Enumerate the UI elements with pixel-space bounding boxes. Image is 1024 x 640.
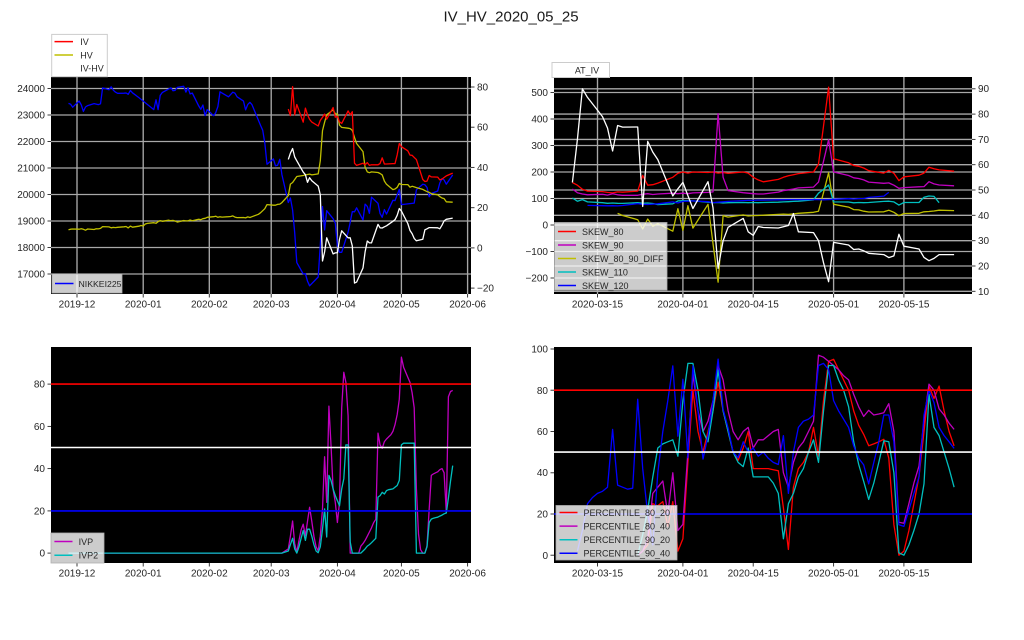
svg-text:−200: −200 bbox=[525, 274, 548, 285]
svg-text:SKEW_90: SKEW_90 bbox=[582, 240, 624, 250]
svg-text:70: 70 bbox=[978, 135, 990, 146]
svg-text:2019-12: 2019-12 bbox=[59, 569, 96, 580]
svg-text:40: 40 bbox=[978, 211, 990, 222]
svg-text:2020-02: 2020-02 bbox=[191, 300, 228, 311]
svg-text:500: 500 bbox=[531, 88, 548, 99]
svg-text:2020-04-01: 2020-04-01 bbox=[657, 569, 709, 580]
svg-text:PERCENTILE_80_40: PERCENTILE_80_40 bbox=[584, 522, 671, 532]
svg-text:60: 60 bbox=[537, 427, 549, 438]
svg-text:2020-06: 2020-06 bbox=[449, 569, 486, 580]
svg-text:80: 80 bbox=[34, 380, 46, 391]
svg-text:80: 80 bbox=[537, 386, 549, 397]
svg-text:21000: 21000 bbox=[17, 164, 45, 175]
svg-text:60: 60 bbox=[477, 123, 489, 134]
svg-text:90: 90 bbox=[978, 84, 990, 95]
svg-text:2020-02: 2020-02 bbox=[191, 569, 228, 580]
svg-text:300: 300 bbox=[531, 141, 548, 152]
svg-text:2020-04-15: 2020-04-15 bbox=[728, 569, 780, 580]
svg-text:IV_HV_2020_05_25: IV_HV_2020_05_25 bbox=[443, 9, 578, 26]
svg-text:20: 20 bbox=[537, 510, 549, 521]
svg-text:30: 30 bbox=[978, 236, 990, 247]
svg-text:2020-05: 2020-05 bbox=[383, 300, 420, 311]
svg-text:2020-05-01: 2020-05-01 bbox=[808, 569, 860, 580]
svg-text:NIKKEI225: NIKKEI225 bbox=[79, 279, 122, 289]
svg-text:100: 100 bbox=[531, 194, 548, 205]
svg-text:2020-03: 2020-03 bbox=[253, 569, 290, 580]
svg-text:SKEW_80_90_DIFF: SKEW_80_90_DIFF bbox=[582, 254, 664, 264]
svg-text:60: 60 bbox=[34, 422, 46, 433]
svg-text:2020-04: 2020-04 bbox=[319, 300, 356, 311]
svg-text:2020-06: 2020-06 bbox=[449, 300, 486, 311]
svg-text:2019-12: 2019-12 bbox=[59, 300, 96, 311]
svg-text:50: 50 bbox=[978, 186, 990, 197]
svg-text:0: 0 bbox=[542, 221, 548, 232]
svg-text:40: 40 bbox=[34, 464, 46, 475]
svg-text:23000: 23000 bbox=[17, 111, 45, 122]
svg-text:IV-HV: IV-HV bbox=[80, 64, 104, 74]
svg-text:400: 400 bbox=[531, 115, 548, 126]
svg-text:2020-01: 2020-01 bbox=[125, 569, 162, 580]
svg-text:18000: 18000 bbox=[17, 243, 45, 254]
svg-text:SKEW_80: SKEW_80 bbox=[582, 227, 624, 237]
svg-text:IVP2: IVP2 bbox=[79, 551, 99, 561]
svg-text:10: 10 bbox=[978, 287, 990, 298]
svg-text:2020-03-15: 2020-03-15 bbox=[572, 569, 624, 580]
svg-text:20: 20 bbox=[978, 262, 990, 273]
svg-text:19000: 19000 bbox=[17, 217, 45, 228]
svg-text:20: 20 bbox=[477, 203, 489, 214]
svg-text:2020-01: 2020-01 bbox=[125, 300, 162, 311]
svg-text:0: 0 bbox=[477, 243, 483, 254]
svg-text:2020-05-01: 2020-05-01 bbox=[808, 300, 860, 311]
svg-text:IVP: IVP bbox=[79, 537, 94, 547]
svg-text:22000: 22000 bbox=[17, 137, 45, 148]
svg-text:−20: −20 bbox=[477, 284, 494, 295]
svg-text:17000: 17000 bbox=[17, 270, 45, 281]
svg-text:24000: 24000 bbox=[17, 84, 45, 95]
svg-text:60: 60 bbox=[978, 160, 990, 171]
svg-text:0: 0 bbox=[39, 549, 45, 560]
svg-text:−100: −100 bbox=[525, 247, 548, 258]
svg-text:0: 0 bbox=[542, 551, 548, 562]
svg-text:SKEW_120: SKEW_120 bbox=[582, 281, 629, 291]
svg-text:2020-05-15: 2020-05-15 bbox=[878, 300, 930, 311]
svg-text:2020-03-15: 2020-03-15 bbox=[572, 300, 624, 311]
svg-text:AT_IV: AT_IV bbox=[575, 66, 599, 76]
svg-text:80: 80 bbox=[477, 83, 489, 94]
svg-text:PERCENTILE_80_20: PERCENTILE_80_20 bbox=[584, 508, 671, 518]
svg-text:200: 200 bbox=[531, 168, 548, 179]
svg-text:HV: HV bbox=[80, 50, 93, 60]
svg-text:40: 40 bbox=[477, 163, 489, 174]
svg-text:PERCENTILE_90_20: PERCENTILE_90_20 bbox=[584, 535, 671, 545]
svg-text:2020-04: 2020-04 bbox=[319, 569, 356, 580]
svg-text:2020-04-01: 2020-04-01 bbox=[657, 300, 709, 311]
svg-text:20: 20 bbox=[34, 506, 46, 517]
svg-text:IV: IV bbox=[80, 37, 89, 47]
svg-text:40: 40 bbox=[537, 468, 549, 479]
svg-text:2020-05-15: 2020-05-15 bbox=[878, 569, 930, 580]
svg-text:PERCENTILE_90_40: PERCENTILE_90_40 bbox=[584, 549, 671, 559]
svg-text:2020-03: 2020-03 bbox=[253, 300, 290, 311]
svg-text:SKEW_110: SKEW_110 bbox=[582, 267, 628, 277]
svg-text:20000: 20000 bbox=[17, 190, 45, 201]
svg-text:80: 80 bbox=[978, 110, 990, 121]
svg-text:2020-04-15: 2020-04-15 bbox=[728, 300, 780, 311]
svg-text:100: 100 bbox=[531, 345, 548, 356]
svg-text:2020-05: 2020-05 bbox=[383, 569, 420, 580]
